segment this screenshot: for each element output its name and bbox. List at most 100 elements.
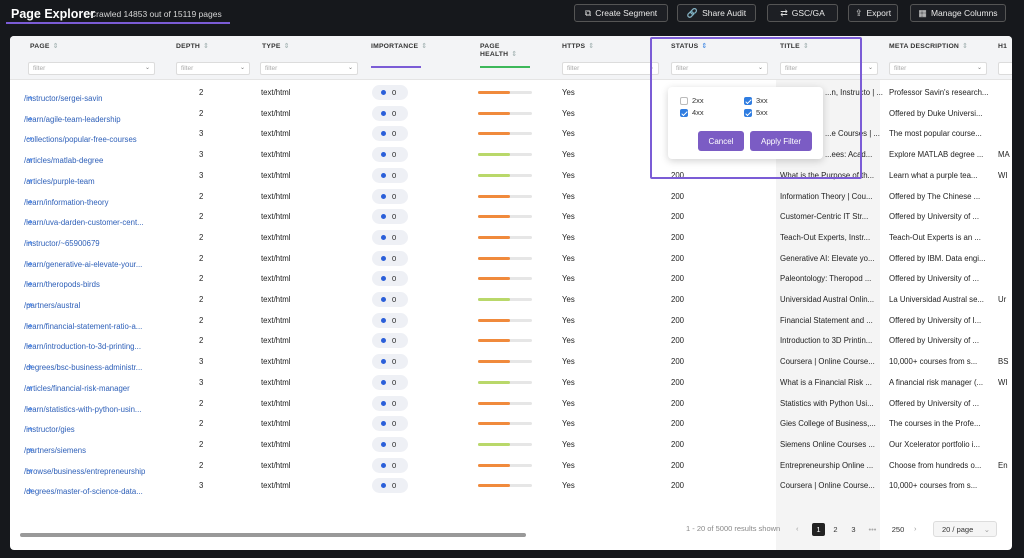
page-250[interactable]: 250	[891, 525, 905, 534]
column-header-h1[interactable]: H1	[998, 43, 1008, 50]
column-header-https[interactable]: HTTPS ⇕	[562, 43, 595, 50]
column-header-status[interactable]: STATUS ⇕	[671, 43, 708, 50]
page-1[interactable]: 1	[812, 523, 825, 536]
filter-meta-description[interactable]: filter ⌄	[889, 62, 987, 75]
column-header-meta-description[interactable]: META DESCRIPTION ⇕	[889, 43, 969, 50]
external-link-icon[interactable]: ➜	[27, 488, 33, 496]
external-link-icon[interactable]: ➜	[27, 157, 33, 165]
table-row[interactable]: /collections/popular-free-courses ➜ 3 text/…	[10, 123, 1012, 144]
table-row[interactable]: /instructor/~65900679 ➜ 2 text/html 0 Yes 200 T…	[10, 227, 1012, 248]
checkbox-4xx[interactable]: 4xx	[680, 108, 704, 117]
filter-page[interactable]: filter ⌄	[28, 62, 155, 75]
results-count: 1 - 20 of 5000 results shown	[686, 524, 781, 533]
external-link-icon[interactable]: ➜	[27, 239, 33, 247]
table-row[interactable]: /degrees/bsc-business-administr... ➜ 3 text…	[10, 351, 1012, 372]
table-row[interactable]: /degrees/master-of-science-data... ➜ 3 text…	[10, 475, 1012, 496]
checkbox-2xx[interactable]: 2xx	[680, 96, 704, 105]
share-audit-button[interactable]: 🔗 Share Audit	[677, 4, 756, 22]
table-row[interactable]: /learn/uva-darden-customer-cent... ➜ 2 text…	[10, 206, 1012, 227]
table-row[interactable]: /learn/theropods-birds ➜ 2 text/html 0 Yes 200…	[10, 268, 1012, 289]
external-link-icon[interactable]: ➜	[27, 384, 33, 392]
meta-description-cell: The courses in the Profe...	[889, 419, 981, 429]
page-ellipsis[interactable]: •••	[868, 525, 877, 534]
external-link-icon[interactable]: ➜	[27, 136, 33, 144]
external-link-icon[interactable]: ➜	[27, 467, 33, 475]
page-health-fill	[478, 215, 511, 219]
checkbox-5xx[interactable]: 5xx	[744, 108, 768, 117]
per-page-select[interactable]: 20 / page ⌄	[933, 521, 997, 537]
external-link-icon[interactable]: ➜	[27, 446, 33, 454]
external-link-icon[interactable]: ➜	[27, 405, 33, 413]
type-cell: text/html	[261, 108, 291, 118]
external-link-icon[interactable]: ➜	[27, 343, 33, 351]
table-row[interactable]: /learn/agile-team-leadership ➜ 2 text/html 0…	[10, 103, 1012, 124]
table-row[interactable]: /learn/introduction-to-3d-printing... ➜ 2 t…	[10, 330, 1012, 351]
table-row[interactable]: /articles/purple-team ➜ 3 text/html 0 Yes 200 W…	[10, 165, 1012, 186]
filter-depth[interactable]: filter ⌄	[176, 62, 250, 75]
filter-title[interactable]: filter ⌄	[780, 62, 878, 75]
filter-https[interactable]: filter ⌄	[562, 62, 659, 75]
manage-columns-button[interactable]: ▦ Manage Columns	[910, 4, 1006, 22]
table-row[interactable]: /learn/financial-statement-ratio-a... ➜ 2 t…	[10, 310, 1012, 331]
status-cell: 200	[671, 253, 685, 263]
gsc-ga-button[interactable]: ⇄ GSC/GA	[767, 4, 838, 22]
meta-description-cell: Offered by IBM. Data engi...	[889, 253, 986, 263]
external-link-icon[interactable]: ➜	[27, 177, 33, 185]
apply-filter-button[interactable]: Apply Filter	[750, 131, 812, 151]
column-header-importance[interactable]: IMPORTANCE ⇕	[371, 43, 428, 50]
https-cell: Yes	[562, 129, 575, 139]
checkbox-3xx[interactable]: 3xx	[744, 96, 768, 105]
export-button[interactable]: ⇪ Export	[848, 4, 898, 22]
cancel-button[interactable]: Cancel	[698, 131, 744, 151]
horizontal-scrollbar[interactable]	[20, 533, 526, 537]
prev-page-icon[interactable]: ‹	[796, 524, 799, 533]
external-link-icon[interactable]: ➜	[27, 364, 33, 372]
external-link-icon[interactable]: ➜	[27, 322, 33, 330]
external-link-icon[interactable]: ➜	[27, 115, 33, 123]
table-row[interactable]: /learn/generative-ai-elevate-your... ➜ 2 te…	[10, 248, 1012, 269]
column-header-depth[interactable]: DEPTH ⇕	[176, 43, 210, 50]
column-header-title[interactable]: TITLE ⇕	[780, 43, 809, 50]
column-header-page[interactable]: PAGE ⇕	[30, 43, 59, 50]
column-header-page-health[interactable]: PAGE HEALTH ⇕	[480, 43, 518, 58]
table-row[interactable]: /learn/statistics-with-python-usin... ➜ 2 t…	[10, 393, 1012, 414]
column-header-type[interactable]: TYPE ⇕	[262, 43, 290, 50]
external-link-icon[interactable]: ➜	[27, 260, 33, 268]
table-row[interactable]: /learn/information-theory ➜ 2 text/html 0 Yes…	[10, 186, 1012, 207]
health-range-slider[interactable]	[480, 66, 530, 68]
external-link-icon[interactable]: ➜	[27, 95, 33, 102]
title-cell: Paleontology: Theropod ...	[780, 274, 872, 284]
page-2[interactable]: 2	[833, 525, 838, 534]
type-cell: text/html	[261, 336, 291, 346]
chevron-down-icon: ⌄	[144, 65, 150, 71]
sort-icon: ⇕	[421, 43, 428, 50]
type-cell: text/html	[261, 481, 291, 491]
importance-dot	[381, 441, 386, 447]
table-row[interactable]: /partners/austral ➜ 2 text/html 0 Yes 200 Unive…	[10, 289, 1012, 310]
table-row[interactable]: /partners/siemens ➜ 2 text/html 0 Yes 200 Sieme…	[10, 434, 1012, 455]
table-row[interactable]: /articles/financial-risk-manager ➜ 3 text/h…	[10, 372, 1012, 393]
table-row[interactable]: /instructor/gies ➜ 2 text/html 0 Yes 200 Gies C…	[10, 413, 1012, 434]
filter-status[interactable]: filter ⌄	[671, 62, 768, 75]
next-page-icon[interactable]: ›	[914, 524, 917, 533]
external-link-icon[interactable]: ➜	[27, 198, 33, 206]
external-link-icon[interactable]: ➜	[27, 281, 33, 289]
columns-icon: ▦	[918, 7, 927, 18]
external-link-icon[interactable]: ➜	[27, 426, 33, 434]
importance-badge: 0	[372, 188, 408, 204]
chevron-down-icon: ⌄	[983, 525, 990, 534]
external-link-icon[interactable]: ➜	[27, 302, 33, 309]
title-cell: Financial Statement and ...	[780, 315, 873, 325]
importance-badge: 0	[372, 333, 408, 349]
importance-range-slider[interactable]	[371, 66, 421, 68]
create-segment-button[interactable]: ⧉ Create Segment	[574, 4, 668, 22]
table-row[interactable]: /instructor/sergei-savin ➜ 2 text/html 0 Yes P…	[10, 82, 1012, 103]
external-link-icon[interactable]: ➜	[27, 219, 33, 227]
page-3[interactable]: 3	[851, 525, 856, 534]
page-health-bar	[478, 173, 532, 177]
meta-description-cell: Offered by University of ...	[889, 336, 979, 346]
table-row[interactable]: /articles/matlab-degree ➜ 3 text/html 0 Yes Ex…	[10, 144, 1012, 165]
filter-h1[interactable]	[998, 62, 1012, 75]
filter-type[interactable]: filter ⌄	[260, 62, 358, 75]
table-row[interactable]: /browse/business/entrepreneurship ➜ 2 text/…	[10, 455, 1012, 476]
